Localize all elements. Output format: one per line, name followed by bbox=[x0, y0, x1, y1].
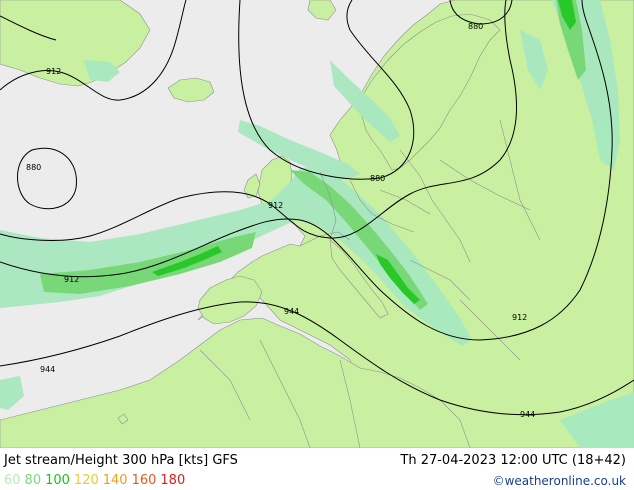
legend-item-160: 160 bbox=[131, 473, 157, 488]
contour-912-mid bbox=[0, 0, 517, 241]
contour-label-912-north: 912 bbox=[46, 67, 61, 76]
legend-item-80: 80 bbox=[24, 473, 42, 488]
contour-label-944-west: 944 bbox=[40, 365, 55, 374]
contour-label-912-east: 912 bbox=[512, 313, 527, 322]
footer: Jet stream/Height 300 hPa [kts] GFS Th 2… bbox=[0, 448, 634, 490]
contour-label-880-west: 880 bbox=[26, 163, 41, 172]
contour-912-north bbox=[0, 0, 187, 101]
contour-944-south bbox=[0, 301, 634, 416]
contour-912-south bbox=[0, 0, 613, 341]
contour-880-northeast bbox=[449, 0, 513, 25]
contour-944-north bbox=[0, 15, 57, 41]
credit-link[interactable]: ©weatheronline.co.uk bbox=[492, 474, 626, 488]
map-title: Jet stream/Height 300 hPa [kts] GFS bbox=[4, 453, 238, 468]
weather-map: 880 880 880 912 912 912 912 944 944 944 bbox=[0, 0, 634, 448]
contour-label-880-scandinavia: 880 bbox=[370, 174, 385, 183]
jet-100kt bbox=[152, 0, 576, 304]
contour-label-944-center: 944 bbox=[284, 307, 299, 316]
country-borders bbox=[199, 119, 541, 448]
legend-item-100: 100 bbox=[45, 473, 70, 488]
valid-time: Th 27-04-2023 12:00 UTC (18+42) bbox=[400, 453, 626, 468]
contour-label-912-west: 912 bbox=[64, 275, 79, 284]
contour-880-west bbox=[17, 147, 77, 210]
contour-880-scandinavia bbox=[238, 0, 415, 180]
contour-labels: 880 880 880 912 912 912 912 944 944 944 bbox=[26, 22, 535, 419]
legend-item-120: 120 bbox=[73, 473, 99, 488]
contour-label-944-east: 944 bbox=[520, 410, 535, 419]
contour-label-912-mid: 912 bbox=[268, 201, 283, 210]
height-contours bbox=[0, 0, 634, 416]
legend-item-140: 140 bbox=[102, 473, 128, 488]
contour-label-880-northeast: 880 bbox=[468, 22, 483, 31]
speed-legend: 60 80 100 120 140 160 180 bbox=[4, 473, 189, 488]
legend-item-180: 180 bbox=[160, 473, 186, 488]
legend-item-60: 60 bbox=[4, 473, 21, 488]
